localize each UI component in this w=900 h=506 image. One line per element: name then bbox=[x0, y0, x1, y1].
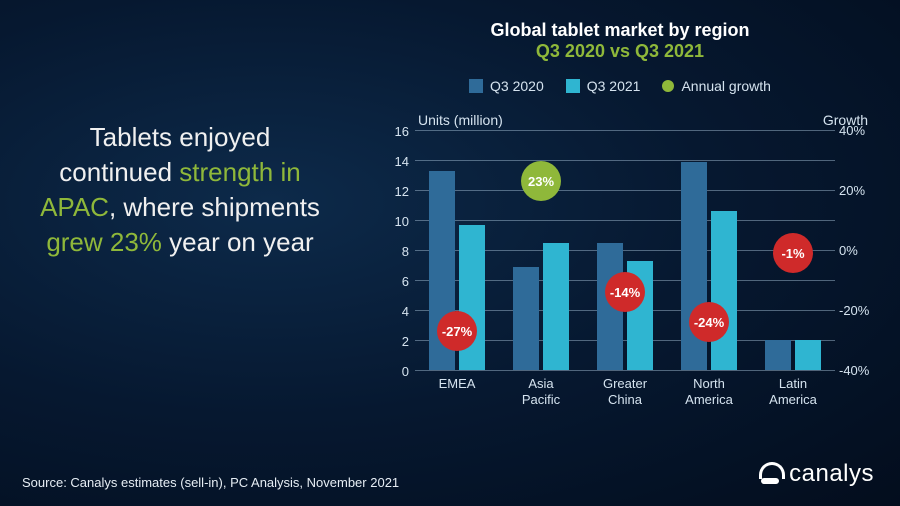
y-left-tick-label: 6 bbox=[377, 274, 409, 289]
growth-bubble: -27% bbox=[437, 311, 477, 351]
y-right-tick-label: 40% bbox=[839, 123, 879, 138]
y-left-tick-label: 0 bbox=[377, 364, 409, 379]
growth-bubble: -14% bbox=[605, 272, 645, 312]
chart-category-group: GreaterChina bbox=[583, 130, 667, 370]
y-right-tick-label: -20% bbox=[839, 303, 879, 318]
growth-bubble: -1% bbox=[773, 233, 813, 273]
y-right-tick-label: 20% bbox=[839, 183, 879, 198]
legend-swatch bbox=[566, 79, 580, 93]
legend-label: Annual growth bbox=[681, 78, 771, 94]
y-left-axis-title: Units (million) bbox=[418, 112, 503, 128]
y-right-tick-label: 0% bbox=[839, 243, 879, 258]
y-left-tick-label: 4 bbox=[377, 304, 409, 319]
legend-label: Q3 2021 bbox=[587, 78, 641, 94]
chart-bar bbox=[513, 267, 539, 371]
y-left-tick-label: 2 bbox=[377, 334, 409, 349]
y-left-tick-label: 16 bbox=[377, 124, 409, 139]
legend-item: Annual growth bbox=[662, 78, 771, 94]
chart-title: Global tablet market by region Q3 2020 v… bbox=[380, 20, 860, 62]
chart-bar bbox=[711, 211, 737, 370]
legend-item: Q3 2021 bbox=[566, 78, 641, 94]
chart-title-line1: Global tablet market by region bbox=[380, 20, 860, 41]
chart-legend: Q3 2020 Q3 2021 Annual growth bbox=[400, 78, 840, 94]
legend-swatch bbox=[469, 79, 483, 93]
chart-plot-area: 0246810121416-40%-20%0%20%40%EMEA-27%Asi… bbox=[415, 130, 835, 370]
brand-logo-text: canalys bbox=[789, 460, 874, 488]
source-text: Source: Canalys estimates (sell-in), PC … bbox=[22, 475, 399, 490]
y-left-tick-label: 14 bbox=[377, 154, 409, 169]
growth-bubble: -24% bbox=[689, 302, 729, 342]
legend-label: Q3 2020 bbox=[490, 78, 544, 94]
growth-bubble: 23% bbox=[521, 161, 561, 201]
chart-bar bbox=[765, 340, 791, 370]
y-left-tick-label: 10 bbox=[377, 214, 409, 229]
legend-swatch bbox=[662, 80, 674, 92]
brand-logo-icon bbox=[757, 462, 781, 486]
chart-bar bbox=[795, 340, 821, 370]
chart-title-line2: Q3 2020 vs Q3 2021 bbox=[380, 41, 860, 62]
brand-logo: canalys bbox=[757, 460, 874, 488]
legend-item: Q3 2020 bbox=[469, 78, 544, 94]
x-category-label: LatinAmerica bbox=[743, 370, 844, 407]
chart-bar bbox=[543, 243, 569, 371]
y-left-tick-label: 8 bbox=[377, 244, 409, 259]
y-left-tick-label: 12 bbox=[377, 184, 409, 199]
y-right-tick-label: -40% bbox=[839, 363, 879, 378]
chart-container: Units (million) Growth 0246810121416-40%… bbox=[360, 100, 880, 440]
headline-text: Tablets enjoyed continued strength in AP… bbox=[30, 120, 330, 260]
